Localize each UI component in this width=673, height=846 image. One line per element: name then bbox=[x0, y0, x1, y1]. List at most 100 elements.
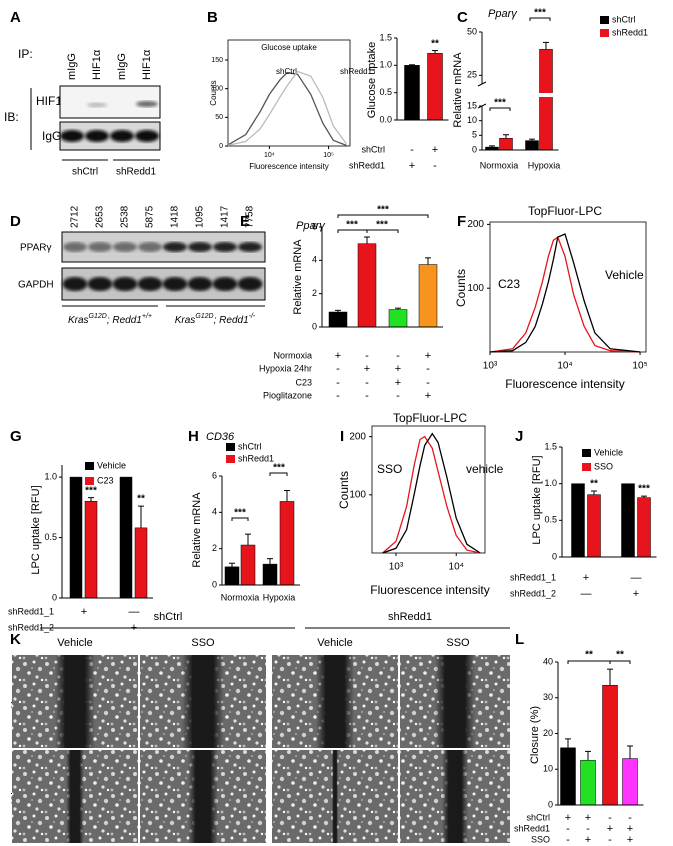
lane-label: 2653 bbox=[95, 205, 106, 228]
band bbox=[188, 242, 212, 252]
bar bbox=[134, 527, 148, 599]
lane-label: 1417 bbox=[220, 205, 231, 228]
condition-mark: - bbox=[433, 160, 437, 172]
legend-swatch bbox=[85, 462, 94, 470]
column-label: Vehicle bbox=[317, 637, 352, 649]
band bbox=[62, 277, 88, 291]
condition-mark: - bbox=[365, 390, 369, 402]
condition-mark: + bbox=[395, 377, 401, 389]
condition-mark: - bbox=[608, 834, 612, 846]
condition-mark: + bbox=[425, 390, 431, 402]
lane-label: 1418 bbox=[170, 205, 181, 228]
condition-mark: + bbox=[432, 144, 438, 156]
significance-bracket bbox=[337, 214, 429, 218]
significance: *** bbox=[534, 8, 546, 19]
y-tick-label: 6 bbox=[212, 470, 217, 480]
x-tick-label: 10⁵ bbox=[632, 361, 647, 372]
bar bbox=[525, 140, 539, 151]
legend-swatch bbox=[85, 477, 94, 485]
x-tick-label: Normoxia bbox=[221, 592, 260, 602]
plot-frame bbox=[227, 39, 351, 147]
band bbox=[137, 277, 163, 291]
panel-letter: A bbox=[10, 9, 21, 26]
lane-label: mIgG bbox=[116, 53, 128, 80]
y-tick-label: 4 bbox=[312, 255, 317, 265]
significance-bracket bbox=[231, 517, 249, 521]
x-tick-label: 10⁴ bbox=[264, 152, 275, 159]
condition-mark: - bbox=[566, 823, 570, 835]
significance-bracket bbox=[337, 229, 368, 233]
significance-bracket bbox=[609, 660, 631, 664]
condition-label: shRedd1 bbox=[349, 160, 385, 170]
condition-mark: - bbox=[336, 390, 340, 402]
significance: ** bbox=[590, 479, 598, 490]
condition-mark: — bbox=[581, 588, 592, 600]
lane-label: 1095 bbox=[195, 205, 206, 228]
y-tick-label: 2 bbox=[212, 543, 217, 553]
y-tick-label: 0.5 bbox=[379, 87, 392, 97]
significance: *** bbox=[273, 463, 285, 474]
band bbox=[135, 130, 159, 142]
significance-bracket bbox=[269, 472, 288, 476]
significance: *** bbox=[346, 220, 358, 231]
lane-label: 5875 bbox=[145, 205, 156, 228]
y-axis-label: Closure (%) bbox=[529, 706, 541, 764]
significance-bracket bbox=[529, 17, 551, 21]
condition-mark: + bbox=[627, 823, 633, 835]
x-tick-label: Normoxia bbox=[480, 160, 519, 170]
text-part: ; Redd1 bbox=[107, 315, 142, 326]
band bbox=[110, 130, 134, 142]
x-tick-label: Hypoxia bbox=[263, 592, 296, 602]
panel-letter: B bbox=[207, 9, 218, 26]
panel-letter: F bbox=[457, 213, 466, 230]
x-tick-label: 10³ bbox=[389, 562, 404, 573]
superscript: +/+ bbox=[142, 313, 152, 320]
x-tick-label: 10³ bbox=[483, 361, 498, 372]
axis-break-mark bbox=[477, 81, 487, 87]
x-tick-label: 10⁴ bbox=[449, 562, 464, 573]
y-tick-label: 50 bbox=[215, 114, 223, 121]
condition-mark: - bbox=[336, 363, 340, 375]
condition-mark: - bbox=[336, 377, 340, 389]
condition-mark: - bbox=[365, 350, 369, 362]
y-tick-label: 30 bbox=[543, 692, 553, 702]
legend-label: shCtrl bbox=[238, 441, 262, 451]
condition-label: Hypoxia 24hr bbox=[259, 363, 312, 373]
plot-frame bbox=[371, 425, 486, 554]
bar bbox=[328, 311, 348, 328]
condition-mark: + bbox=[395, 363, 401, 375]
y-axis-label: LPC uptake [RFU] bbox=[30, 485, 42, 574]
superscript: G12D bbox=[89, 313, 107, 320]
band bbox=[162, 277, 188, 291]
condition-mark: + bbox=[583, 572, 589, 584]
condition-mark: - bbox=[426, 377, 430, 389]
condition-label: C23 bbox=[295, 377, 312, 387]
series-label: C23 bbox=[498, 277, 520, 291]
histogram-curve bbox=[227, 71, 347, 147]
text-part: ; Redd1 bbox=[214, 315, 249, 326]
band bbox=[213, 242, 237, 252]
y-tick-label: 0 bbox=[312, 321, 317, 331]
row-label: GAPDH bbox=[18, 280, 54, 291]
y-tick-label: 5 bbox=[472, 130, 477, 140]
x-axis-label: Fluorescence intensity bbox=[370, 583, 489, 597]
bar bbox=[119, 476, 133, 599]
wound-gap bbox=[55, 655, 95, 748]
group-label: shCtrl bbox=[72, 167, 98, 178]
x-axis-label: Fluorescence intensity bbox=[505, 377, 624, 391]
band bbox=[136, 101, 158, 107]
chart-title: Glucose uptake bbox=[261, 43, 317, 52]
panel-letter: K bbox=[10, 631, 21, 648]
column-label: Vehicle bbox=[57, 637, 92, 649]
series-label: SSO bbox=[377, 462, 402, 476]
chart-title: Pparγ bbox=[488, 8, 518, 20]
bar bbox=[84, 501, 98, 599]
condition-mark: — bbox=[129, 606, 140, 618]
condition-mark: + bbox=[585, 812, 591, 824]
series-label: shCtrl bbox=[276, 67, 297, 76]
condition-label: shRedd1_2 bbox=[510, 588, 556, 598]
condition-mark: + bbox=[607, 823, 613, 835]
legend-label: shRedd1 bbox=[238, 453, 274, 463]
bar bbox=[427, 53, 443, 121]
